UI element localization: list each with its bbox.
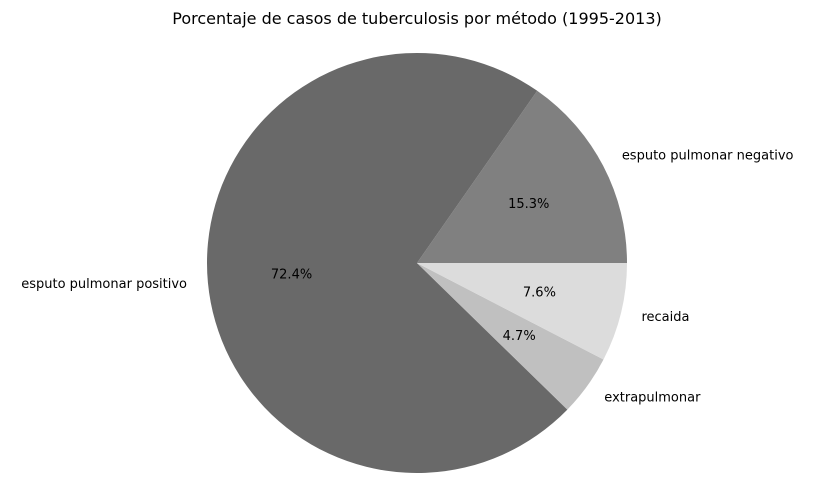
slice-percent-label: 15.3%	[508, 197, 549, 212]
chart-title: Porcentaje de casos de tuberculosis por …	[172, 9, 662, 28]
pie-slice	[417, 263, 604, 410]
slice-label: esputo pulmonar positivo	[21, 277, 187, 292]
slice-percent-label: 7.6%	[523, 285, 556, 300]
slice-label: esputo pulmonar negativo	[622, 149, 794, 164]
slice-label: recaida	[641, 310, 689, 325]
pie-slice	[417, 90, 627, 263]
pie-slice	[417, 263, 627, 360]
slice-percent-label: 4.7%	[503, 329, 536, 344]
slice-percent-label: 72.4%	[271, 267, 312, 282]
pie-slice	[206, 52, 568, 473]
slice-label: extrapulmonar	[604, 391, 701, 406]
